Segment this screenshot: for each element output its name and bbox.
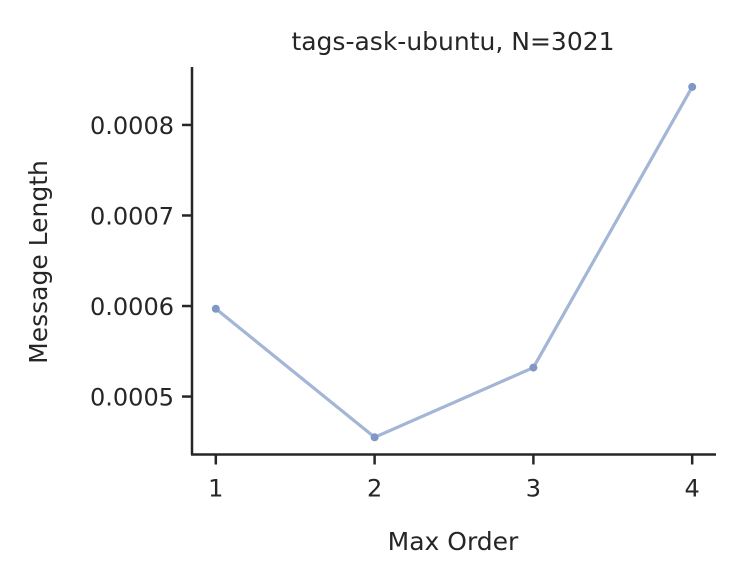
- series: [211, 82, 697, 442]
- x-tick-label: 2: [367, 475, 382, 503]
- series-line: [214, 86, 694, 439]
- y-axis-label: Message Length: [24, 160, 53, 364]
- y-ticks: 0.0005 0.0006 0.0007 0.0008: [90, 112, 192, 412]
- data-point: [688, 82, 697, 91]
- y-tick-label: 0.0006: [90, 293, 174, 321]
- x-tick-label: 1: [208, 475, 223, 503]
- data-point: [211, 304, 220, 313]
- chart-title: tags-ask-ubuntu, N=3021: [291, 27, 614, 56]
- y-tick-label: 0.0007: [90, 202, 174, 230]
- y-tick-label: 0.0008: [90, 112, 174, 140]
- y-tick-label: 0.0005: [90, 384, 174, 412]
- plot-area: 0.0005 0.0006 0.0007 0.0008 1 2 3 4: [90, 67, 716, 503]
- data-point: [370, 433, 379, 442]
- x-tick-label: 3: [526, 475, 541, 503]
- x-axis-label: Max Order: [388, 527, 519, 556]
- x-ticks: 1 2 3 4: [208, 454, 700, 503]
- x-tick-label: 4: [685, 475, 700, 503]
- data-point: [529, 363, 538, 372]
